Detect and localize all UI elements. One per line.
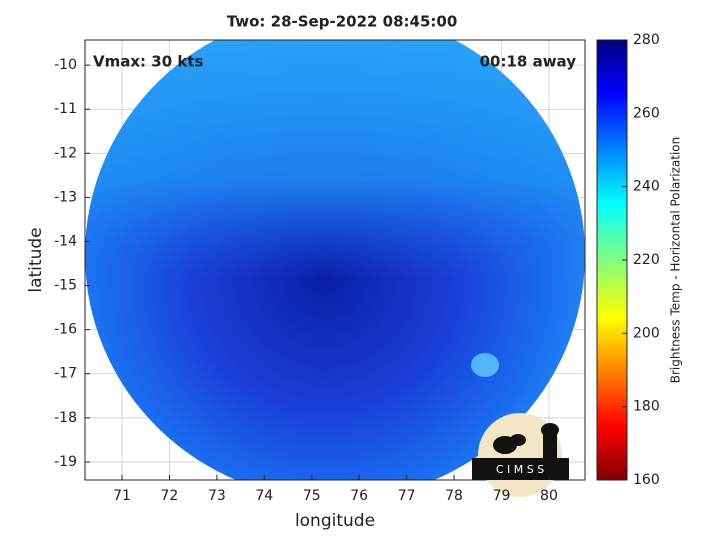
y-tick-label: -16 [54, 322, 77, 338]
colorbar-tick-label: 200 [633, 325, 660, 341]
y-tick-label: -13 [54, 189, 77, 205]
x-tick-label: 79 [493, 488, 511, 504]
x-tick-label: 76 [350, 488, 368, 504]
y-tick-label: -11 [54, 101, 77, 117]
colorbar-tick-label: 220 [633, 252, 660, 268]
y-tick-label: -19 [54, 454, 77, 470]
x-tick-label: 72 [161, 488, 179, 504]
colorbar-label: Brightness Temp - Horizontal Polarizatio… [669, 137, 683, 384]
y-tick-label: -14 [54, 233, 77, 249]
y-axis-label: latitude [26, 227, 46, 292]
logo-text: C I M S S [496, 463, 544, 476]
chart-title: Two: 28-Sep-2022 08:45:00 [227, 13, 458, 31]
x-tick-label: 73 [208, 488, 226, 504]
y-tick-label: -18 [54, 410, 77, 426]
annotation: Vmax: 30 kts [93, 53, 203, 71]
x-tick-label: 77 [398, 488, 416, 504]
y-tick-label: -17 [54, 366, 77, 382]
colorbar-tick-label: 240 [633, 179, 660, 195]
x-tick-label: 75 [303, 488, 321, 504]
annotation: 00:18 away [480, 53, 577, 71]
x-tick-label: 71 [113, 488, 131, 504]
satellite-image [85, 40, 585, 480]
y-tick-label: -12 [54, 145, 77, 161]
colorbar-tick-label: 180 [633, 399, 660, 415]
colorbar-tick-label: 160 [633, 472, 660, 488]
colorbar-tick-label: 260 [633, 105, 660, 121]
colorbar-tick-label: 280 [633, 32, 660, 48]
x-tick-label: 78 [445, 488, 463, 504]
logo: C I M S S [472, 413, 569, 497]
y-tick-label: -15 [54, 278, 77, 294]
x-tick-label: 80 [540, 488, 558, 504]
x-axis-label: longitude [295, 511, 375, 531]
y-tick-label: -10 [54, 57, 77, 73]
x-tick-label: 74 [255, 488, 273, 504]
